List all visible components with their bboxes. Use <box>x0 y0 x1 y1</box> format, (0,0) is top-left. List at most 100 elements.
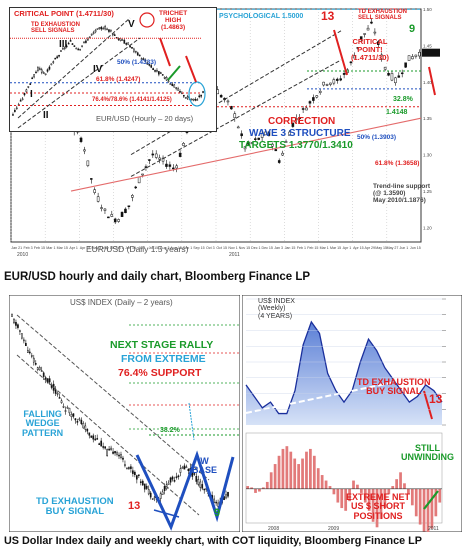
dxy-candle <box>132 470 134 474</box>
daily-x-tick-label: May 3 <box>92 246 102 250</box>
dxy-candle <box>167 482 170 485</box>
daily-x-tick-label: Jun 15 <box>125 246 136 250</box>
cot-bar <box>312 455 316 489</box>
hourly-candle <box>73 45 76 47</box>
hourly-candle <box>146 62 149 65</box>
hourly-candle <box>39 68 41 71</box>
daily-candle <box>329 82 332 85</box>
eurusd-hourly-title: EUR/USD (Hourly – 20 days) <box>96 114 194 123</box>
dxy-candle <box>185 466 188 469</box>
cot-bar <box>391 486 395 489</box>
daily-x-tick-label: Apr 1 <box>343 246 352 250</box>
eurusd-hourly-chart <box>10 8 216 131</box>
targets-label: TARGETS 1.3770/1.3410 <box>239 140 353 151</box>
hourly-candle <box>192 98 195 101</box>
daily-x-tick-label: May 15 <box>375 246 387 250</box>
fib-50-daily-label: 50% (1.3903) <box>357 134 397 141</box>
hourly-candle <box>129 45 131 48</box>
daily-x-year-label: 2010 <box>17 252 28 258</box>
hourly-candle <box>19 100 22 102</box>
daily-x-tick-label: Apr 15 <box>353 246 364 250</box>
cot-bar <box>348 488 351 502</box>
hourly-candle <box>79 48 81 51</box>
cot-bar <box>254 488 257 493</box>
dxy-candle <box>179 468 182 473</box>
hourly-candle <box>25 89 28 93</box>
dxy-candle <box>183 465 186 470</box>
daily-candle <box>284 141 288 143</box>
daily-candle <box>277 160 281 163</box>
cot-green-arrow <box>423 490 439 510</box>
dxy-candle <box>213 498 215 503</box>
critical-point-daily-label: CRITICAL POINT! (1.4711/30) <box>351 37 389 62</box>
hourly-candle <box>12 114 14 116</box>
daily-candle <box>158 157 161 160</box>
falling-wedge-label: FALLING WEDGE PATTERN <box>22 409 64 438</box>
cot-bar <box>418 488 422 525</box>
daily-candle <box>400 72 404 75</box>
dxy-candle <box>32 357 35 363</box>
hourly-candle <box>165 77 168 81</box>
cot-bar <box>407 488 410 495</box>
cot-bar <box>438 488 442 503</box>
dxy-candle <box>21 333 23 339</box>
dxy-candle <box>13 318 15 324</box>
dxy-candle <box>169 477 172 483</box>
daily-x-tick-label: Feb 15 <box>34 246 45 250</box>
cot-bar <box>399 472 402 489</box>
dxy-candle <box>187 468 190 472</box>
td-9-daily-dxy-label: 9 <box>214 507 221 519</box>
rally-pointer <box>188 402 195 441</box>
hourly-candle <box>148 64 151 66</box>
td-sell-signals-hourly-label: TD EXHAUSTION SELL SIGNALS <box>31 22 81 35</box>
level-1-4148-label: 1.4148 <box>386 109 408 116</box>
hourly-candle <box>113 34 116 36</box>
daily-candle <box>295 118 298 121</box>
td-buy-signal-weekly-label: TD EXHAUSTION BUY SIGNAL <box>357 377 431 397</box>
cot-bar <box>277 455 281 489</box>
dxy-candle <box>141 480 144 486</box>
hourly-candle <box>65 45 68 48</box>
daily-candle <box>394 77 397 84</box>
daily-candle <box>264 131 267 136</box>
wave3-structure-label: WAVE 3 STRUCTURE <box>249 128 351 139</box>
daily-candle <box>383 66 387 70</box>
hourly-candle <box>125 43 128 45</box>
daily-candle <box>79 137 83 142</box>
hourly-candle <box>98 27 101 29</box>
daily-candle <box>301 108 305 110</box>
dxy-candle <box>108 448 110 451</box>
cot-bar <box>289 451 293 489</box>
cot-bar <box>414 488 418 517</box>
cot-bar <box>309 448 312 489</box>
daily-candle <box>124 208 127 214</box>
daily-candle <box>254 138 257 140</box>
hourly-candle <box>159 72 162 74</box>
daily-candle <box>134 186 137 189</box>
daily-x-tick-label: Jul 1 <box>138 246 146 250</box>
daily-candle <box>120 211 124 217</box>
hourly-candle <box>138 54 141 57</box>
dxy-candle <box>116 452 118 455</box>
daily-candle <box>325 84 329 86</box>
cot-bar <box>403 483 406 489</box>
dxy-candle <box>161 491 164 495</box>
td-13-weekly-label: 13 <box>429 392 443 406</box>
daily-x-tick-label: Feb 15 <box>307 246 318 250</box>
correction-arrow-1 <box>333 29 348 76</box>
daily-candle <box>182 143 185 146</box>
dxy-candle <box>25 342 27 347</box>
hourly-candle <box>100 26 103 30</box>
dxy-candle <box>143 483 146 490</box>
daily-candle <box>305 107 308 111</box>
daily-candle <box>288 131 291 136</box>
daily-candle <box>336 78 339 81</box>
daily-candle <box>250 142 254 144</box>
cot-bar <box>387 488 391 495</box>
hourly-candle <box>202 91 204 93</box>
hourly-candle <box>60 50 62 52</box>
bottom-figure-caption: US Dollar Index daily and weekly chart, … <box>4 535 422 547</box>
usd-index-daily-chart <box>9 295 240 532</box>
daily-candle <box>359 36 363 40</box>
dxy-candle <box>139 481 142 483</box>
